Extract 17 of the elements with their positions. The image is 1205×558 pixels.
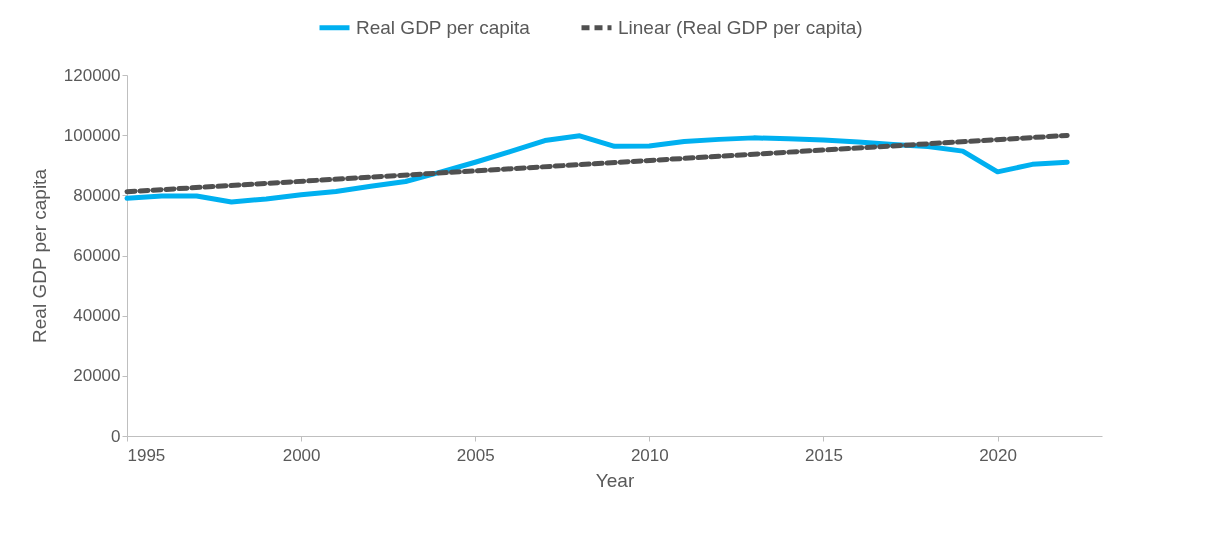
legend-label: Real GDP per capita [356, 16, 531, 38]
legend-label: Linear (Real GDP per capita) [618, 16, 863, 38]
x-tick-label: 2010 [630, 445, 669, 465]
x-tick-label: 2015 [805, 445, 843, 465]
x-tick-label: 2020 [979, 445, 1017, 465]
y-axis-title: Real GDP per capita [28, 168, 50, 343]
y-tick-label: 60000 [73, 246, 121, 265]
x-tick-label: 2000 [282, 445, 321, 465]
y-tick-label: 40000 [73, 306, 121, 326]
x-tick-label: 2005 [456, 445, 495, 465]
y-tick-label: 20000 [73, 366, 121, 386]
x-axis-title: Year [595, 469, 635, 491]
y-tick-label: 100000 [63, 125, 121, 145]
y-tick-label: 0 [111, 426, 121, 446]
x-tick-label: 1995 [127, 445, 166, 465]
y-tick-label: 120000 [63, 65, 121, 85]
y-tick-label: 80000 [73, 185, 121, 205]
